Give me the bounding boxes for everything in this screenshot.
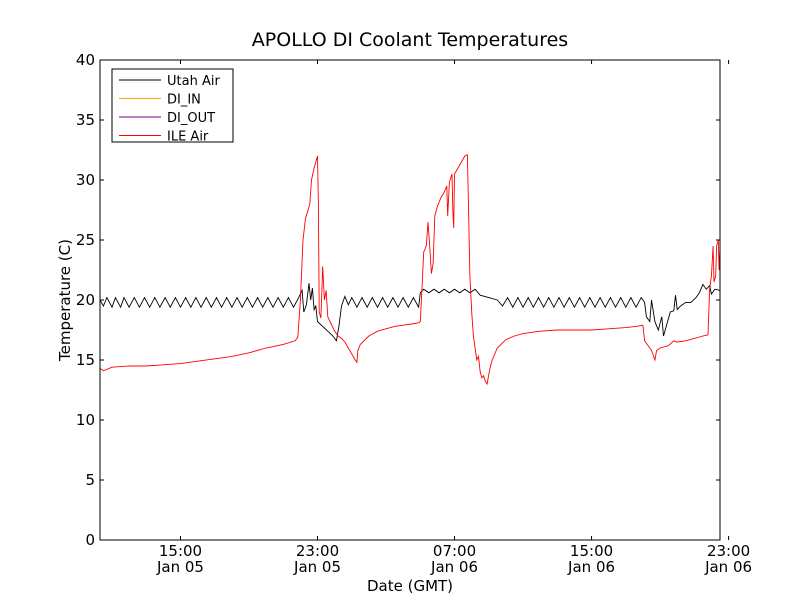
x-tick-time-label: 23:00: [707, 542, 750, 560]
x-tick-date-label: Jan 06: [567, 558, 615, 576]
x-tick-date-label: Jan 06: [430, 558, 478, 576]
x-tick-time-label: 15:00: [570, 542, 613, 560]
x-tick-date-label: Jan 05: [156, 558, 204, 576]
legend-box: [111, 68, 234, 143]
chart-title: APOLLO DI Coolant Temperatures: [252, 29, 568, 51]
series-line-utah-air: [100, 283, 720, 342]
y-tick-label: 5: [85, 471, 95, 489]
x-axis-label: Date (GMT): [367, 577, 453, 595]
y-tick-label: 30: [76, 171, 95, 189]
legend-label: DI_IN: [167, 93, 201, 108]
legend-label: Utah Air: [167, 74, 220, 89]
y-tick-label: 40: [76, 51, 95, 69]
legend-label: DI_OUT: [167, 111, 215, 126]
x-tick-date-label: Jan 05: [293, 558, 341, 576]
series-line-ile-air: [100, 154, 720, 386]
x-tick-time-label: 23:00: [296, 542, 339, 560]
series-layer: [100, 154, 720, 386]
y-tick-label: 20: [76, 291, 95, 309]
y-axis-label: Temperature (C): [56, 239, 74, 362]
y-tick-label: 35: [76, 111, 95, 129]
y-tick-label: 25: [76, 231, 95, 249]
legend-label: ILE Air: [167, 130, 209, 145]
y-tick-label: 10: [76, 411, 95, 429]
y-tick-label: 15: [76, 351, 95, 369]
x-tick-date-label: Jan 06: [704, 558, 752, 576]
x-tick-time-label: 15:00: [159, 542, 202, 560]
x-tick-time-label: 07:00: [433, 542, 476, 560]
y-axis: 0 5 10 15 20 25 30 35 40: [76, 51, 720, 549]
legend: Utah Air DI_IN DI_OUT ILE Air: [111, 68, 234, 145]
y-tick-label: 0: [85, 531, 95, 549]
